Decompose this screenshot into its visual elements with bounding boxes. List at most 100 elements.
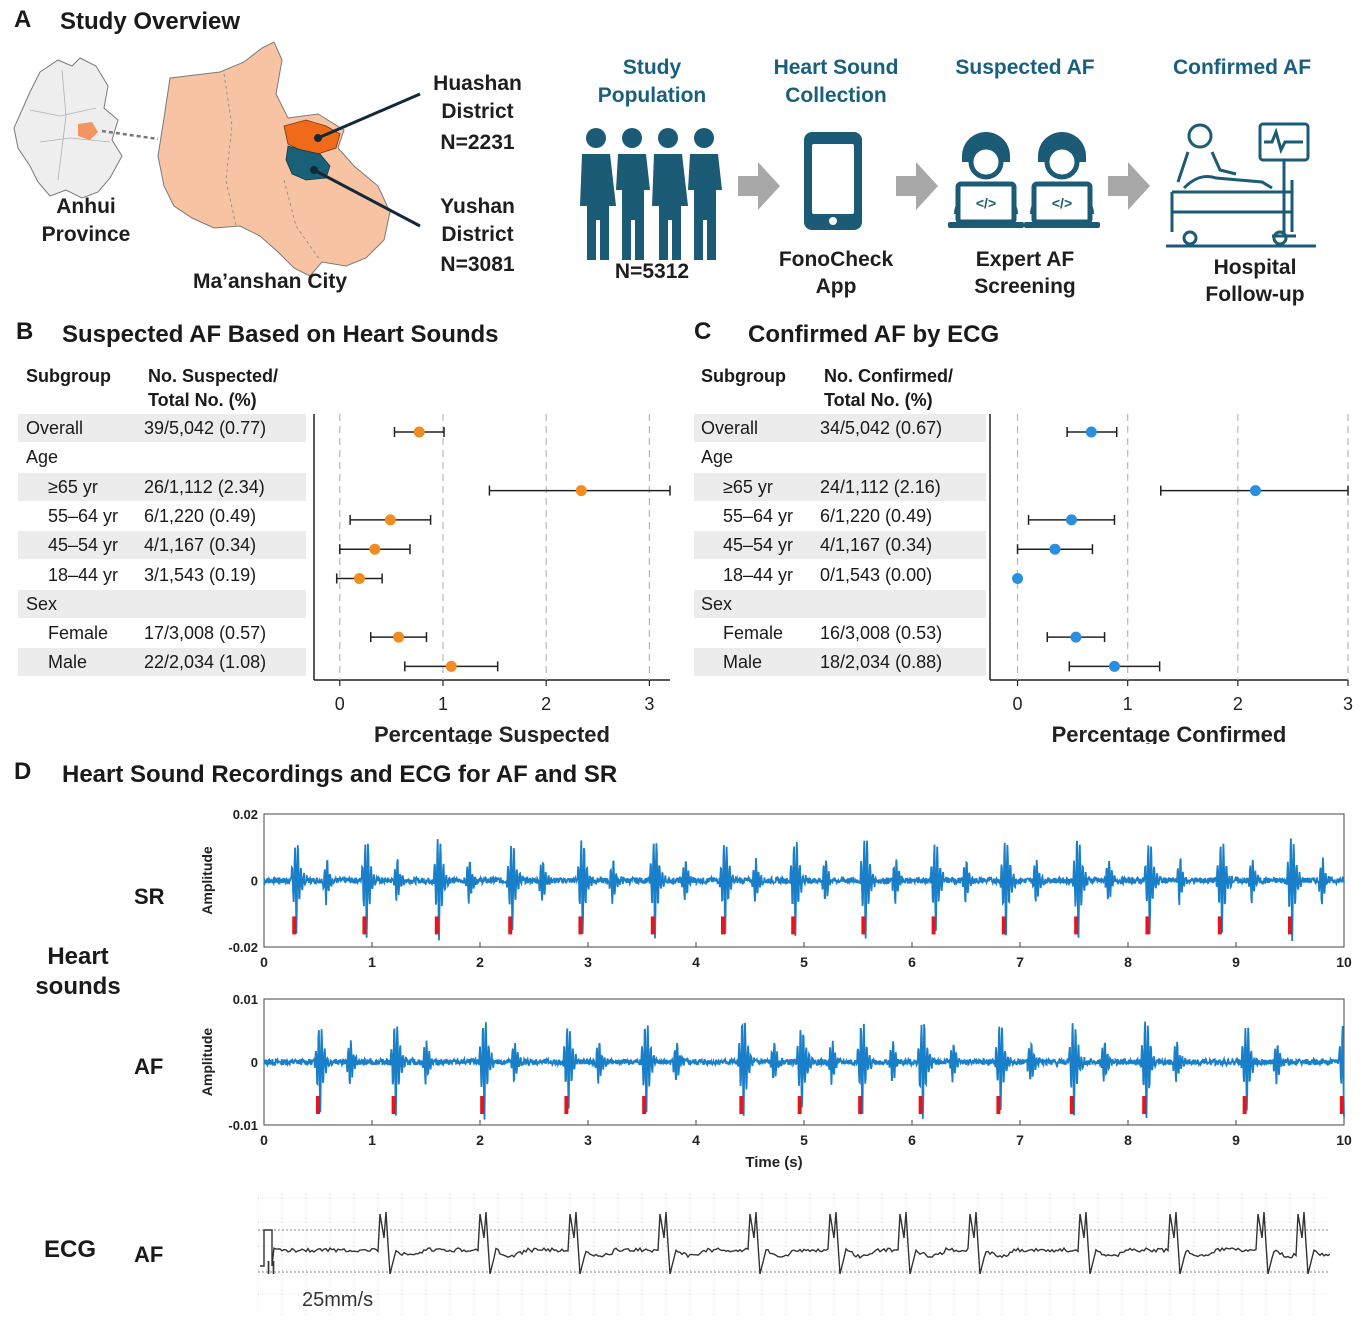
beat-marker <box>1242 1096 1247 1115</box>
table-row: Female 17/3,008 (0.57) <box>18 619 306 647</box>
beat-marker <box>739 1096 744 1115</box>
workflow-icons: </> </> <box>580 122 1316 260</box>
step-1-title: Study Population <box>597 56 707 107</box>
beat-marker <box>1001 916 1006 935</box>
y-axis-title: Amplitude <box>199 846 215 915</box>
row-value: 17/3,008 (0.57) <box>144 623 267 644</box>
point-estimate <box>1012 573 1024 584</box>
panel-d-title: Heart Sound Recordings and ECG for AF an… <box>62 761 618 788</box>
study-map <box>13 41 421 277</box>
x-tick-label: 3 <box>644 694 654 714</box>
row-label: 55–64 yr <box>48 505 119 526</box>
beat-marker <box>858 1096 863 1115</box>
x-tick-label: 10 <box>1336 1132 1352 1148</box>
x-axis-title: Percentage Confirmed <box>1052 722 1287 744</box>
huashan-label: Huashan District <box>433 72 522 123</box>
table-b-col1: Subgroup <box>26 366 111 386</box>
row-value: 0/1,543 (0.00) <box>820 564 933 585</box>
beat-marker <box>292 916 297 935</box>
beat-marker <box>1142 1096 1147 1115</box>
beat-marker <box>642 1096 647 1115</box>
hospital-bed-icon <box>1166 122 1316 248</box>
heart-sounds-label-1: Heart <box>47 943 109 970</box>
beat-marker <box>362 916 367 935</box>
row-label: 18–44 yr <box>723 564 794 585</box>
beat-marker <box>578 916 583 935</box>
x-tick-label: 0 <box>335 694 345 714</box>
row-value: 34/5,042 (0.67) <box>820 418 943 438</box>
panel-a-letter: A <box>14 6 32 33</box>
x-tick-label: 3 <box>584 1132 592 1148</box>
x-tick-label: 8 <box>1124 1132 1132 1148</box>
beat-marker <box>721 916 725 935</box>
arrow-3-icon <box>1108 162 1150 210</box>
x-tick-label: 1 <box>368 1132 376 1148</box>
row-value: 6/1,220 (0.49) <box>820 505 933 526</box>
step-4-subtitle: Hospital Follow-up <box>1205 256 1305 306</box>
row-label: Female <box>48 623 109 644</box>
svg-text:</>: </> <box>976 195 996 211</box>
x-tick-label: 9 <box>1232 954 1240 970</box>
point-estimate <box>1070 631 1082 643</box>
beat-marker <box>797 1096 802 1115</box>
table-row: Overall 39/5,042 (0.77) <box>18 414 306 442</box>
x-tick-label: 2 <box>541 694 551 714</box>
panel-c-letter: C <box>694 318 712 345</box>
row-label: 45–54 yr <box>723 535 794 556</box>
row-value: 6/1,220 (0.49) <box>144 505 257 526</box>
panel-c-title: Confirmed AF by ECG <box>748 321 1000 348</box>
table-c-col2-line2: Total No. (%) <box>824 390 933 410</box>
row-label: Age <box>26 447 59 468</box>
x-tick-label: 0 <box>260 1132 268 1148</box>
ecg-speed-label: 25mm/s <box>302 1289 373 1311</box>
x-tick-label: 2 <box>476 954 484 970</box>
beat-marker <box>508 916 513 935</box>
beat-marker <box>391 1096 396 1115</box>
table-row: Female 16/3,008 (0.53) <box>694 619 986 647</box>
yushan-label: Yushan District <box>440 195 515 246</box>
step-3-title: Suspected AF <box>955 56 1095 79</box>
x-tick-label: 8 <box>1124 954 1132 970</box>
huashan-n: N=2231 <box>440 131 515 154</box>
y-tick-label: 0 <box>251 1055 258 1070</box>
beat-marker <box>996 1096 1001 1115</box>
row-label: Overall <box>26 418 84 438</box>
beat-marker <box>1217 916 1222 935</box>
ecg-strip: II 25mm/s <box>258 1194 1330 1316</box>
smartphone-icon <box>804 132 862 230</box>
beat-marker <box>861 916 866 935</box>
row-label: Female <box>723 623 784 644</box>
table-row: 18–44 yr 3/1,543 (0.19) <box>18 561 306 589</box>
row-value: 16/3,008 (0.53) <box>820 623 943 644</box>
step-2-title: Heart Sound Collection <box>773 56 899 107</box>
table-c-col1: Subgroup <box>701 366 786 386</box>
point-estimate <box>1085 426 1097 438</box>
y-tick-label: 0.01 <box>233 992 258 1007</box>
af-label: AF <box>134 1054 164 1079</box>
beat-marker <box>1145 916 1150 935</box>
row-label: 18–44 yr <box>48 564 119 585</box>
city-label: Ma’anshan City <box>192 270 348 293</box>
forest-plot-b: 0 1 2 3 Percentage Suspected <box>313 414 671 744</box>
table-row: Sex <box>18 589 306 618</box>
row-value: 3/1,543 (0.19) <box>144 564 257 585</box>
point-estimate <box>1066 514 1078 526</box>
table-row: Age <box>18 443 306 471</box>
table-row: Male 18/2,034 (0.88) <box>694 648 986 677</box>
arrow-2-icon <box>896 162 938 210</box>
heart-sounds-label-2: sounds <box>35 973 121 1000</box>
beat-marker <box>1074 916 1079 935</box>
table-row: Male 22/2,034 (1.08) <box>18 648 306 677</box>
table-row: Overall 34/5,042 (0.67) <box>694 414 986 442</box>
x-tick-label: 5 <box>800 954 808 970</box>
row-value: 26/1,112 (2.34) <box>144 476 265 497</box>
x-tick-label: 7 <box>1016 1132 1024 1148</box>
expert-laptop-icon: </> </> <box>948 132 1100 228</box>
yushan-n: N=3081 <box>440 253 515 276</box>
table-c-col2-line1: No. Confirmed/ <box>824 366 953 386</box>
table-row: 55–64 yr 6/1,220 (0.49) <box>694 502 986 530</box>
beat-marker <box>1288 916 1292 935</box>
beat-marker <box>316 1096 320 1115</box>
anhui-province-shape <box>13 57 123 199</box>
point-estimate <box>1108 660 1120 672</box>
